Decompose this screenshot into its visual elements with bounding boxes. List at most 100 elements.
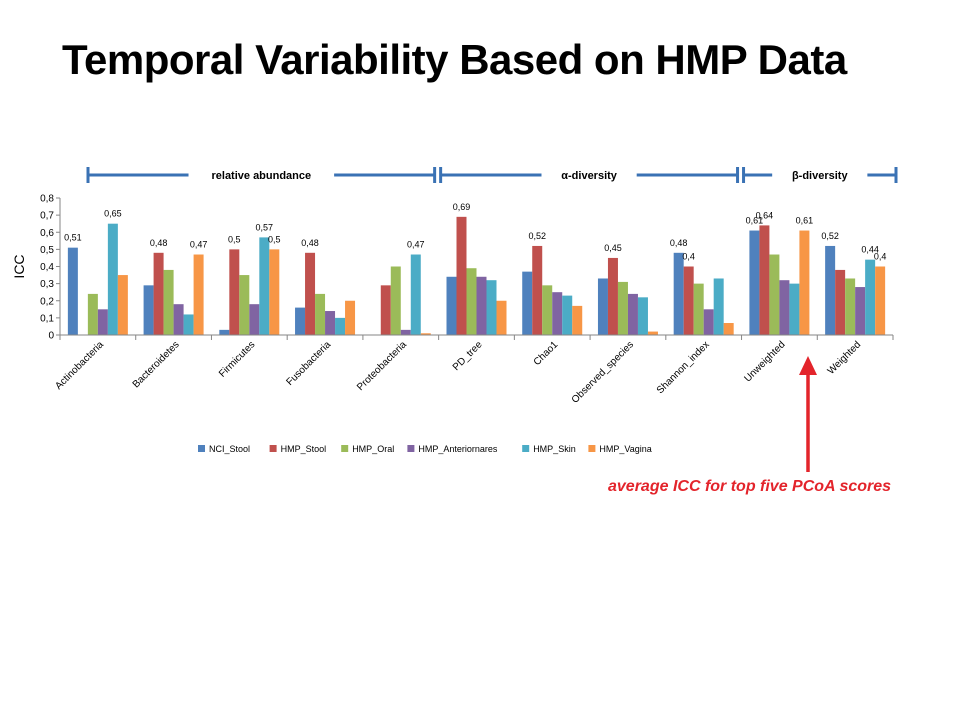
y-tick-label: 0,2 bbox=[40, 296, 54, 307]
bar bbox=[486, 280, 497, 335]
bar bbox=[97, 309, 108, 335]
bar bbox=[562, 295, 573, 335]
data-label: 0,45 bbox=[604, 243, 622, 253]
bar bbox=[239, 275, 250, 335]
bar bbox=[87, 293, 98, 335]
bar bbox=[229, 249, 240, 335]
bar bbox=[713, 278, 724, 335]
legend-swatch bbox=[341, 445, 349, 452]
data-label: 0,61 bbox=[746, 216, 764, 226]
y-tick-label: 0,6 bbox=[40, 228, 54, 239]
bar bbox=[799, 230, 810, 335]
y-tick-label: 0 bbox=[48, 331, 54, 342]
bar bbox=[825, 245, 836, 335]
bar bbox=[703, 309, 714, 335]
y-axis-label: ICC bbox=[11, 254, 27, 278]
bar bbox=[249, 304, 260, 335]
bar bbox=[335, 317, 346, 335]
x-tick-label: Proteobacteria bbox=[355, 339, 409, 393]
bar bbox=[723, 323, 734, 335]
data-label: 0,47 bbox=[407, 240, 425, 250]
bar bbox=[143, 285, 154, 335]
x-tick-label: Bacteroidetes bbox=[131, 339, 182, 390]
bar bbox=[532, 245, 543, 335]
x-tick-label: Weighted bbox=[826, 339, 864, 377]
legend-swatch bbox=[198, 445, 205, 452]
bar bbox=[552, 292, 563, 335]
legend-swatch bbox=[407, 445, 415, 452]
annotation-arrowhead bbox=[799, 356, 817, 375]
bar bbox=[219, 329, 230, 335]
bar bbox=[325, 311, 336, 335]
legend-entry: HMP_Stool bbox=[281, 444, 327, 454]
data-label: 0,44 bbox=[861, 245, 879, 255]
bar bbox=[542, 285, 553, 335]
bar bbox=[522, 271, 533, 335]
y-tick-label: 0,4 bbox=[40, 262, 54, 273]
data-label: 0,52 bbox=[821, 231, 839, 241]
bar bbox=[683, 266, 694, 335]
bar bbox=[845, 278, 856, 335]
x-tick-label: Observed_species bbox=[570, 339, 636, 405]
y-tick-label: 0,8 bbox=[40, 194, 54, 205]
bar bbox=[597, 278, 608, 335]
bar bbox=[183, 314, 194, 335]
bar bbox=[855, 287, 866, 335]
data-label: 0,64 bbox=[756, 210, 774, 220]
bar bbox=[117, 275, 128, 335]
data-label: 0,65 bbox=[104, 209, 122, 219]
y-tick-label: 0,7 bbox=[40, 211, 54, 222]
bar bbox=[749, 230, 760, 335]
group-label: β-diversity bbox=[792, 170, 849, 182]
bar bbox=[673, 252, 684, 335]
bar bbox=[693, 283, 704, 335]
bar bbox=[390, 266, 401, 335]
bar bbox=[865, 259, 876, 335]
data-label: 0,5 bbox=[268, 234, 281, 244]
bar bbox=[269, 249, 280, 335]
bar bbox=[617, 281, 628, 335]
bar bbox=[259, 237, 270, 335]
legend-swatch bbox=[588, 445, 596, 452]
y-tick-label: 0,3 bbox=[40, 279, 54, 290]
bar bbox=[466, 268, 477, 335]
data-label: 0,51 bbox=[64, 233, 82, 243]
legend-entry: NCI_Stool bbox=[209, 444, 250, 454]
pcoa-annotation: average ICC for top five PCoA scores bbox=[608, 478, 892, 495]
slide-title: Temporal Variability Based on HMP Data bbox=[62, 36, 847, 83]
data-label: 0,69 bbox=[453, 202, 471, 212]
data-label: 0,48 bbox=[150, 238, 168, 248]
bar bbox=[400, 329, 411, 335]
x-tick-label: Fusobacteria bbox=[285, 339, 334, 388]
bar bbox=[420, 333, 431, 335]
bar bbox=[779, 280, 790, 335]
bar bbox=[476, 276, 487, 335]
bar bbox=[345, 300, 356, 335]
bar bbox=[769, 254, 780, 335]
legend-entry: HMP_Skin bbox=[533, 444, 576, 454]
legend-entry: HMP_Oral bbox=[352, 444, 394, 454]
bar bbox=[647, 331, 658, 335]
y-tick-label: 0,5 bbox=[40, 245, 54, 256]
bar bbox=[456, 216, 467, 335]
x-tick-label: Unweighted bbox=[742, 339, 787, 384]
legend-swatch bbox=[269, 445, 277, 452]
data-label: 0,61 bbox=[796, 216, 814, 226]
bar bbox=[173, 304, 184, 335]
bar bbox=[163, 269, 174, 335]
data-label: 0,47 bbox=[190, 240, 208, 250]
data-label: 0,57 bbox=[256, 222, 274, 232]
bar bbox=[607, 257, 618, 335]
x-tick-label: PD_tree bbox=[451, 339, 485, 373]
data-label: 0,4 bbox=[874, 252, 887, 262]
bar bbox=[496, 300, 507, 335]
bar bbox=[193, 254, 204, 335]
bar bbox=[789, 283, 800, 335]
data-label: 0,52 bbox=[528, 231, 546, 241]
bar bbox=[572, 305, 583, 335]
x-tick-label: Chao1 bbox=[532, 339, 561, 368]
bar bbox=[759, 225, 770, 335]
bar bbox=[107, 223, 118, 335]
x-tick-label: Shannon_index bbox=[655, 339, 712, 396]
